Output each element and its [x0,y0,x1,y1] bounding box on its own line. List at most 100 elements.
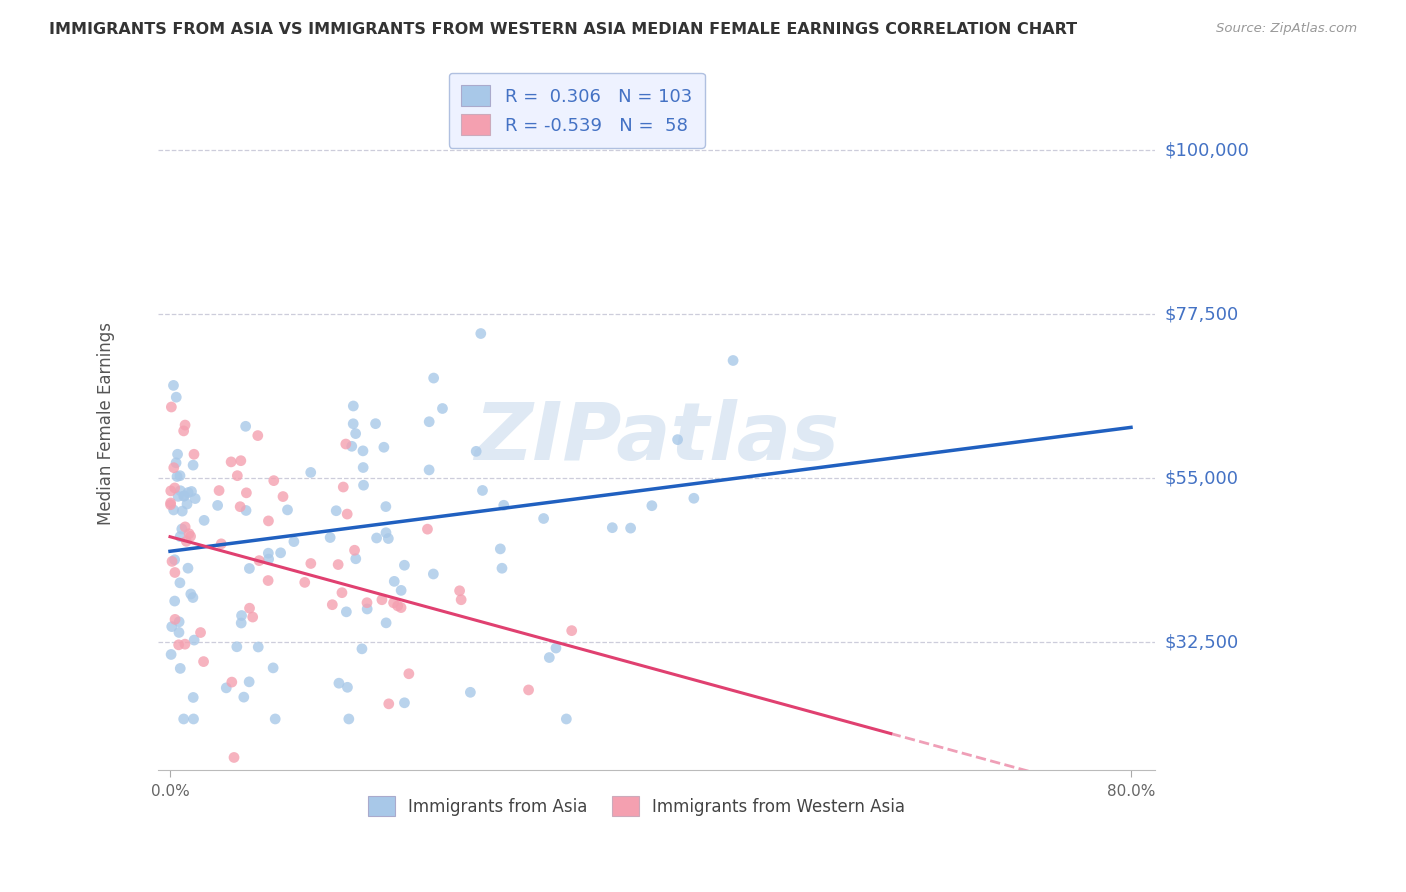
Point [319,531,342,545]
Point [343,543,366,558]
Text: $100,000: $100,000 [1164,141,1250,160]
Point [193,513,215,527]
Point [620,521,643,535]
Point [264,712,287,726]
Point [184,491,207,506]
Point [193,655,215,669]
Point [163,552,186,566]
Point [163,594,186,608]
Point [160,400,183,414]
Point [238,674,260,689]
Point [167,615,190,629]
Point [450,592,472,607]
Point [641,499,664,513]
Text: IMMIGRANTS FROM ASIA VS IMMIGRANTS FROM WESTERN ASIA MEDIAN FEMALE EARNINGS CORR: IMMIGRANTS FROM ASIA VS IMMIGRANTS FROM … [49,22,1077,37]
Point [235,485,257,500]
Point [209,537,232,551]
Point [174,637,197,651]
Point [394,696,416,710]
Point [180,587,202,601]
Point [180,529,202,543]
Point [181,458,204,472]
Point [352,460,374,475]
Point [344,551,367,566]
Point [257,552,280,566]
Point [561,624,583,638]
Point [162,503,184,517]
Point [169,530,191,544]
Text: Median Female Earnings: Median Female Earnings [97,322,115,525]
Point [371,592,394,607]
Point [330,585,353,599]
Point [337,712,360,726]
Text: Source: ZipAtlas.com: Source: ZipAtlas.com [1216,22,1357,36]
Point [169,661,191,675]
Point [167,638,190,652]
Point [215,681,238,695]
Point [219,455,242,469]
Text: ZIPatlas: ZIPatlas [474,399,839,476]
Point [246,428,269,442]
Point [332,480,354,494]
Point [235,503,257,517]
Point [533,511,555,525]
Point [238,561,260,575]
Text: $77,500: $77,500 [1164,305,1239,324]
Point [389,600,412,615]
Point [538,650,561,665]
Point [163,460,186,475]
Point [231,615,253,630]
Point [163,566,186,580]
Point [159,498,181,512]
Point [270,546,292,560]
Point [299,466,322,480]
Point [352,443,374,458]
Point [176,534,198,549]
Point [276,503,298,517]
Point [416,522,439,536]
Point [159,496,181,510]
Point [335,605,357,619]
Point [377,532,399,546]
Point [242,610,264,624]
Point [394,558,416,573]
Point [602,521,624,535]
Point [165,456,187,470]
Point [181,690,204,705]
Point [257,546,280,560]
Point [173,424,195,438]
Point [225,640,247,654]
Point [222,750,245,764]
Point [389,583,412,598]
Point [335,437,357,451]
Point [173,712,195,726]
Point [247,554,270,568]
Point [163,612,186,626]
Point [271,490,294,504]
Point [176,497,198,511]
Point [160,554,183,568]
Point [373,440,395,454]
Point [460,685,482,699]
Point [183,712,205,726]
Point [432,401,454,416]
Point [328,558,350,572]
Point [170,522,193,536]
Point [257,574,280,588]
Point [190,625,212,640]
Point [169,483,191,498]
Point [166,469,188,483]
Point [353,478,375,492]
Point [232,690,254,705]
Point [682,491,704,506]
Point [382,596,405,610]
Point [422,371,444,385]
Point [328,676,350,690]
Point [555,712,578,726]
Point [294,575,316,590]
Point [366,531,388,545]
Point [159,483,181,498]
Point [340,439,363,453]
Point [238,601,260,615]
Point [163,481,186,495]
